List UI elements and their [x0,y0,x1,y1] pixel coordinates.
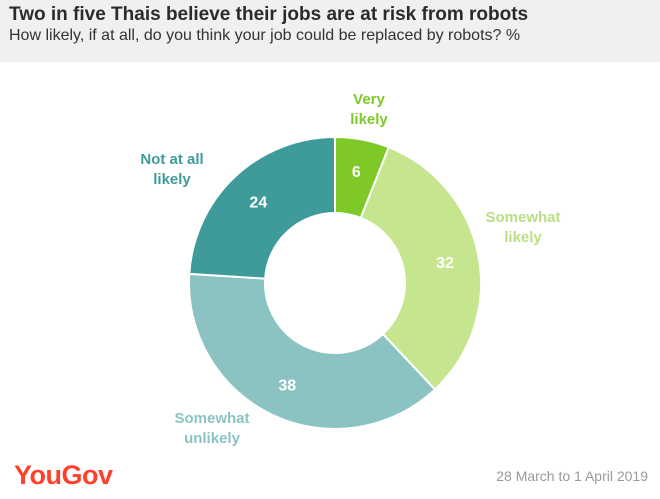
yougov-logo: YouGov [14,460,113,490]
category-label-somewhat-unlikely: Somewhat unlikely [174,410,249,447]
slice-somewhat-likely [359,145,482,391]
header-band [0,0,660,62]
survey-date: 28 March to 1 April 2019 [496,468,648,484]
chart-title: Two in five Thais believe their jobs are… [9,4,529,25]
category-label-very-likely: Very likely [350,91,388,128]
value-label-somewhat-likely: 32 [436,255,454,272]
category-label-somewhat-likely: Somewhat likely [485,209,560,246]
category-label-not-at-all-likely: Not at all likely [140,151,203,188]
value-label-not-at-all-likely: 24 [249,194,267,211]
chart-subtitle: How likely, if at all, do you think your… [9,27,521,44]
value-label-somewhat-unlikely: 38 [278,377,296,394]
slice-somewhat-unlikely [188,272,437,430]
value-label-very-likely: 6 [352,164,361,181]
slice-not-at-all-likely [188,135,336,280]
